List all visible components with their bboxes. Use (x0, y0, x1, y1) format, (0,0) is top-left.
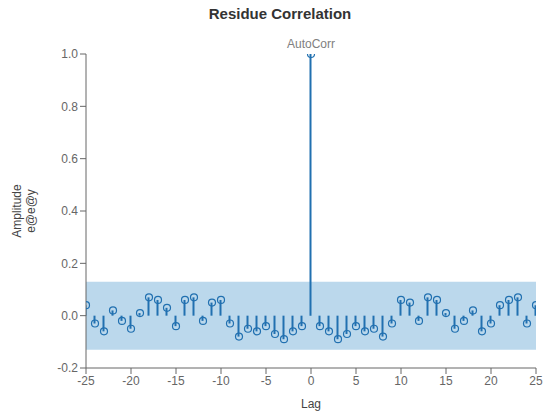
svg-text:-20: -20 (122, 374, 140, 388)
svg-text:15: 15 (439, 374, 453, 388)
svg-text:0.0: 0.0 (61, 309, 78, 323)
svg-text:-0.2: -0.2 (57, 361, 78, 375)
html-text:Residue Correlation: Residue Correlation (208, 5, 352, 22)
svg-text:20: 20 (484, 374, 498, 388)
svg-text:AutoCorr: AutoCorr (287, 37, 335, 51)
svg-text:-10: -10 (212, 374, 230, 388)
svg-text:-25: -25 (77, 374, 95, 388)
svg-text:0.6: 0.6 (61, 152, 78, 166)
svg-text:-5: -5 (261, 374, 272, 388)
svg-text:-15: -15 (167, 374, 185, 388)
svg-text:10: 10 (394, 374, 408, 388)
svg-text:1.0: 1.0 (61, 47, 78, 61)
svg-text:0: 0 (308, 374, 315, 388)
svg-text:0.2: 0.2 (61, 257, 78, 271)
svg-text:0.4: 0.4 (61, 204, 78, 218)
svg-text:Lag: Lag (301, 397, 321, 411)
svg-text:25: 25 (529, 374, 543, 388)
svg-text:5: 5 (353, 374, 360, 388)
svg-text:Amplitudee@e@y: Amplitudee@e@y (10, 184, 38, 238)
svg-text:0.8: 0.8 (61, 100, 78, 114)
